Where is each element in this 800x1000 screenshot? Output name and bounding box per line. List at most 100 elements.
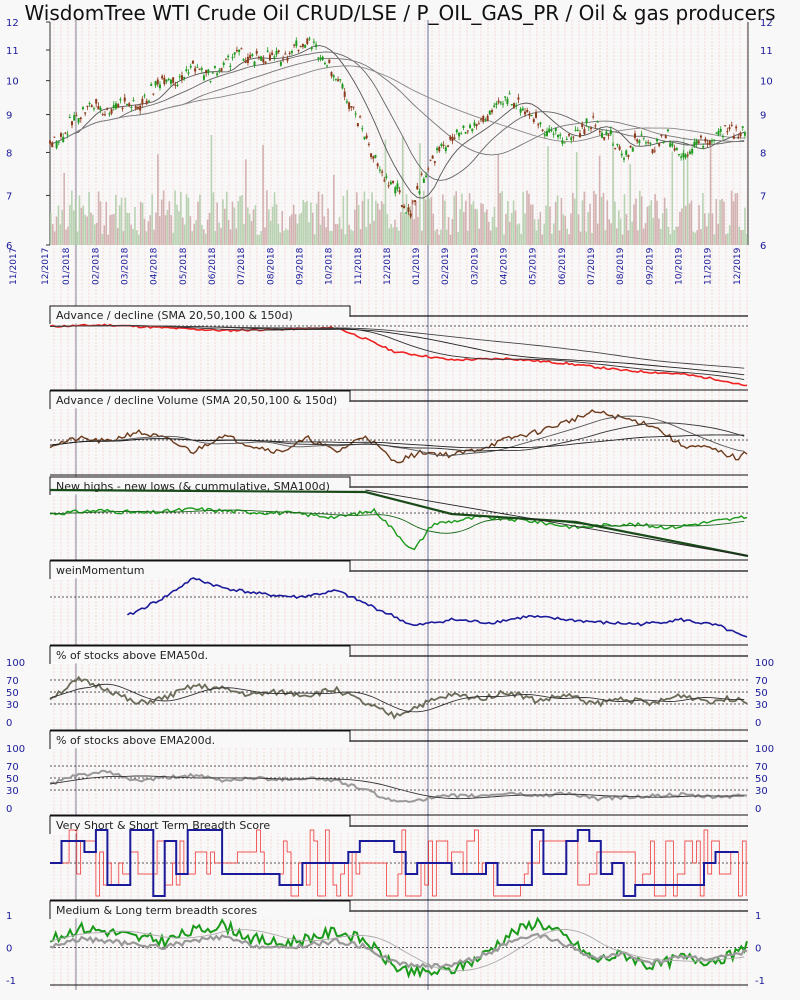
volume-bar [287,229,289,245]
candle-body [735,126,738,129]
candle-body [414,200,417,203]
volume-bar [97,191,100,245]
volume-bar [260,231,262,245]
volume-bar [474,208,477,245]
hl-line [49,507,748,551]
price-x-tick: 08/2018 [266,247,276,285]
candle-body [589,127,592,129]
panel-label-bg [51,647,349,663]
volume-bar [642,228,645,245]
candle-body [220,68,223,72]
candle-body [255,51,258,54]
candle-body [418,191,421,194]
candle-body [568,133,571,136]
panel-label-bg [51,392,349,408]
candle-body [62,136,65,143]
candle-body [264,61,267,64]
volume-bar [214,231,217,245]
candle-body [431,155,434,159]
volume-bar [243,224,245,245]
volume-bar [300,212,303,245]
candle-body [438,146,441,152]
candle-body [321,56,324,60]
volume-bar [409,206,412,245]
panel-label: Very Short & Short Term Breadth Score [56,819,270,832]
price-x-tick: 06/2019 [558,247,568,285]
candle-body [372,156,375,159]
ema200-y-tick-right: 70 [755,762,768,773]
candle-body [561,140,564,144]
candle-body [726,131,729,133]
candle-body [304,44,307,48]
candle-body [398,190,401,193]
candle-body [717,130,720,136]
volume-bar [539,211,542,245]
volume-bar [84,214,87,245]
volume-bar [679,211,681,245]
candle-body [323,62,326,65]
volume-bar [728,225,731,245]
volume-bar [95,222,98,245]
volume-bar [394,219,396,245]
volume-bar [524,213,526,245]
volume-bar [453,195,456,245]
candle-body [101,114,104,116]
volume-bar [440,229,442,245]
candle-body [103,114,106,116]
candle-body [585,118,588,124]
candle-body [664,135,667,139]
volume-bar [612,133,614,245]
candle-body [59,133,62,137]
candle-body [370,153,373,157]
candle-body [684,154,687,158]
candle-body [550,130,553,132]
volume-bar [99,201,102,245]
candle-body [548,128,551,133]
volume-bar [593,190,595,245]
candle-body [721,136,724,138]
candle-body [554,127,557,132]
candle-body [161,75,164,79]
volume-bar [514,210,517,245]
candle-body [708,140,711,145]
volume-bar [264,227,266,245]
candle-body [95,98,98,104]
volume-bar [153,229,155,245]
panel-label: % of stocks above EMA50d. [56,649,208,662]
candle-body [352,106,355,108]
candle-body [447,145,450,148]
candle-body [743,132,746,136]
volume-bar [124,197,127,245]
candle-body [249,55,252,59]
hl-cumulative [49,488,749,558]
volume-bar [730,190,733,245]
volume-bar [63,172,65,245]
volume-bar [283,230,285,245]
volume-bar [237,201,240,245]
candle-body [532,119,535,122]
candle-body [675,148,678,151]
volume-bar [436,228,438,245]
volume-bar [233,207,236,245]
volume-bar [598,155,601,245]
volume-bar [528,193,530,245]
ema50-line [49,675,748,720]
candle-body [90,105,93,108]
volume-bar [422,190,425,245]
candle-body [618,146,621,150]
candle-body [660,134,663,136]
volume-bar [549,206,551,245]
candle-body [688,151,691,154]
candle-body [464,131,467,134]
candle-body [458,132,461,137]
candle-body [473,122,476,126]
volume-bar [245,159,247,245]
volume-bar [732,201,735,245]
volume-bar [608,219,610,245]
volume-bar [491,216,494,245]
candle-body [570,137,573,140]
candle-body [671,143,674,147]
volume-bar [126,212,129,245]
volume-bar [208,212,211,245]
volume-bar [256,234,259,245]
